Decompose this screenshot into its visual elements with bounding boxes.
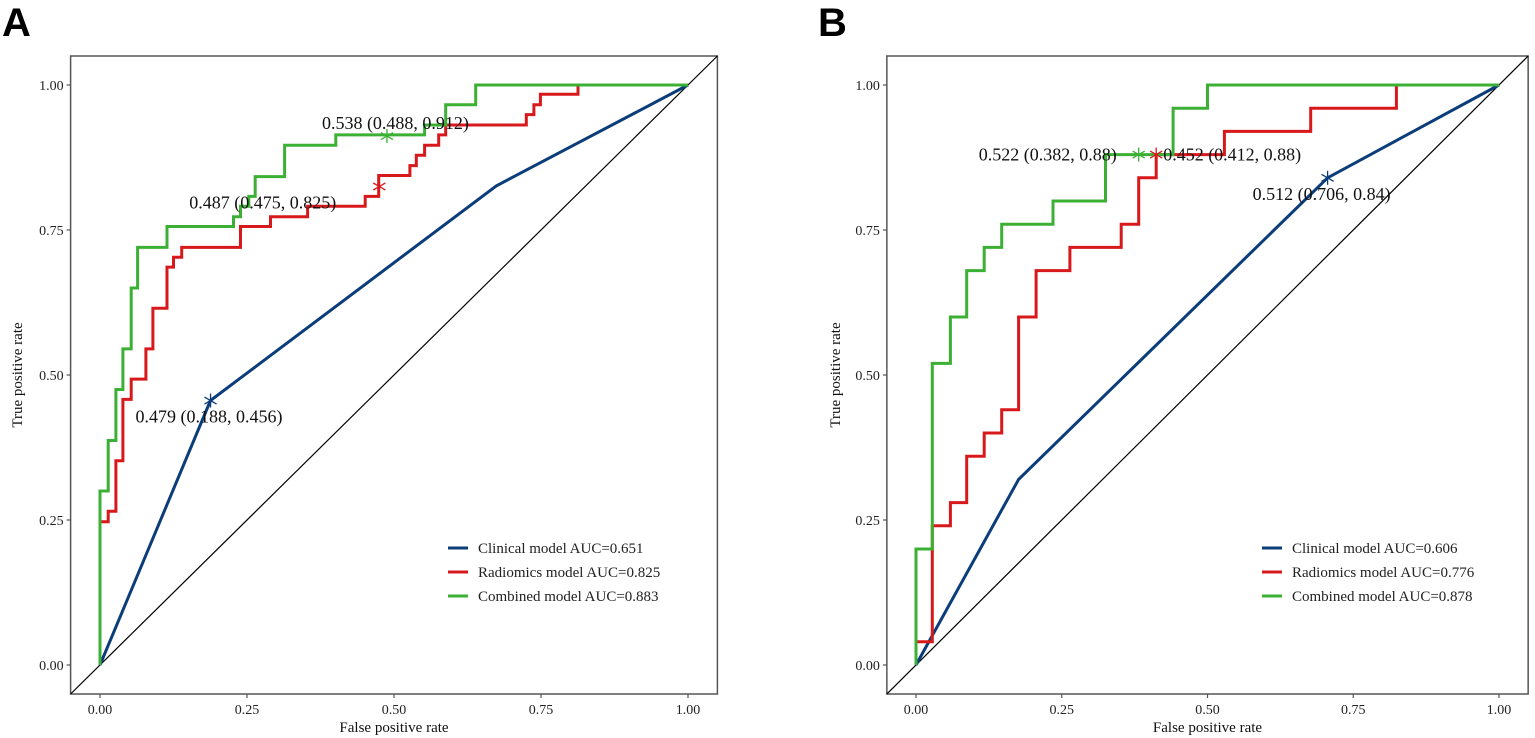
x-tick-label: 1.00 <box>1487 703 1512 718</box>
combined-cutoff-label: 0.538 (0.488, 0.912) <box>322 113 469 134</box>
y-tick-label: 0.50 <box>855 369 880 384</box>
asterisk-stroke <box>1132 150 1146 159</box>
y-tick-label: 0.00 <box>855 659 880 674</box>
legend-label-combined: Combined model AUC=0.878 <box>1292 589 1473 605</box>
x-tick-label: 0.25 <box>1050 703 1075 718</box>
clinical-cutoff-label: 0.512 (0.706, 0.84) <box>1253 184 1391 205</box>
combined-roc-curve <box>98 83 688 665</box>
combined-cutoff-marker <box>380 129 394 144</box>
legend-label-clinical: Clinical model AUC=0.651 <box>478 541 644 557</box>
asterisk-stroke <box>204 396 217 405</box>
asterisk-stroke <box>380 131 394 141</box>
y-tick-label: 0.00 <box>39 659 64 674</box>
panel-label: A <box>2 1 31 45</box>
x-axis-title: False positive rate <box>339 720 448 736</box>
panel-a: A 0.00 0.25 0.50 0.75 1.00 0.00 0.25 0.50 0.75 1.0… <box>2 1 719 736</box>
asterisk-stroke <box>1149 150 1163 159</box>
radiomics-roc-curve <box>98 83 688 665</box>
combined-cutoff-label: 0.522 (0.382, 0.88) <box>979 145 1117 166</box>
y-tick-label: 0.25 <box>855 514 880 529</box>
x-tick-label: 0.50 <box>1195 703 1220 718</box>
y-axis-title: True positive rate <box>828 322 844 428</box>
asterisk-stroke <box>372 182 386 191</box>
reference-diagonal-line <box>886 55 1529 695</box>
x-tick-label: 0.00 <box>88 703 113 718</box>
radiomics-roc-curve <box>914 83 1499 665</box>
combined-roc-curve <box>914 83 1499 665</box>
x-tick-label: 0.50 <box>382 703 407 718</box>
panel-b: B 0.00 0.25 0.50 0.75 1.00 0.00 0.25 0.50 0.75 1.0… <box>818 1 1529 736</box>
legend-label-combined: Combined model AUC=0.883 <box>478 589 659 605</box>
x-tick-label: 0.75 <box>1341 703 1366 718</box>
x-tick-label: 0.75 <box>529 703 554 718</box>
asterisk-stroke <box>1321 173 1334 182</box>
y-tick-label: 0.75 <box>855 224 880 239</box>
y-tick-label: 1.00 <box>855 79 880 94</box>
combined-cutoff-marker <box>1132 147 1146 162</box>
radiomics-cutoff-label: 0.452 (0.412, 0.88) <box>1163 145 1301 166</box>
clinical-roc-curve <box>98 83 689 666</box>
x-tick-label: 0.00 <box>904 703 929 718</box>
x-tick-label: 0.25 <box>235 703 260 718</box>
radiomics-cutoff-label: 0.487 (0.475, 0.825) <box>189 193 336 214</box>
y-tick-label: 0.25 <box>39 514 64 529</box>
radiomics-cutoff-marker <box>372 179 386 194</box>
y-axis-title: True positive rate <box>10 322 26 428</box>
radiomics-cutoff-marker <box>1149 147 1163 162</box>
legend-label-radiomics: Radiomics model AUC=0.776 <box>1292 565 1475 581</box>
clinical-cutoff-label: 0.479 (0.188, 0.456) <box>136 407 283 428</box>
y-tick-label: 0.75 <box>39 224 64 239</box>
legend-label-clinical: Clinical model AUC=0.606 <box>1292 541 1458 557</box>
y-tick-label: 1.00 <box>39 79 64 94</box>
reference-diagonal-line <box>70 55 718 695</box>
x-tick-label: 1.00 <box>676 703 701 718</box>
clinical-roc-curve <box>914 83 1500 666</box>
panel-label: B <box>818 1 847 45</box>
x-axis-title: False positive rate <box>1153 720 1262 736</box>
legend-label-radiomics: Radiomics model AUC=0.825 <box>478 565 660 581</box>
y-tick-label: 0.50 <box>39 369 64 384</box>
clinical-cutoff-marker <box>204 393 217 408</box>
clinical-cutoff-marker <box>1321 170 1334 185</box>
